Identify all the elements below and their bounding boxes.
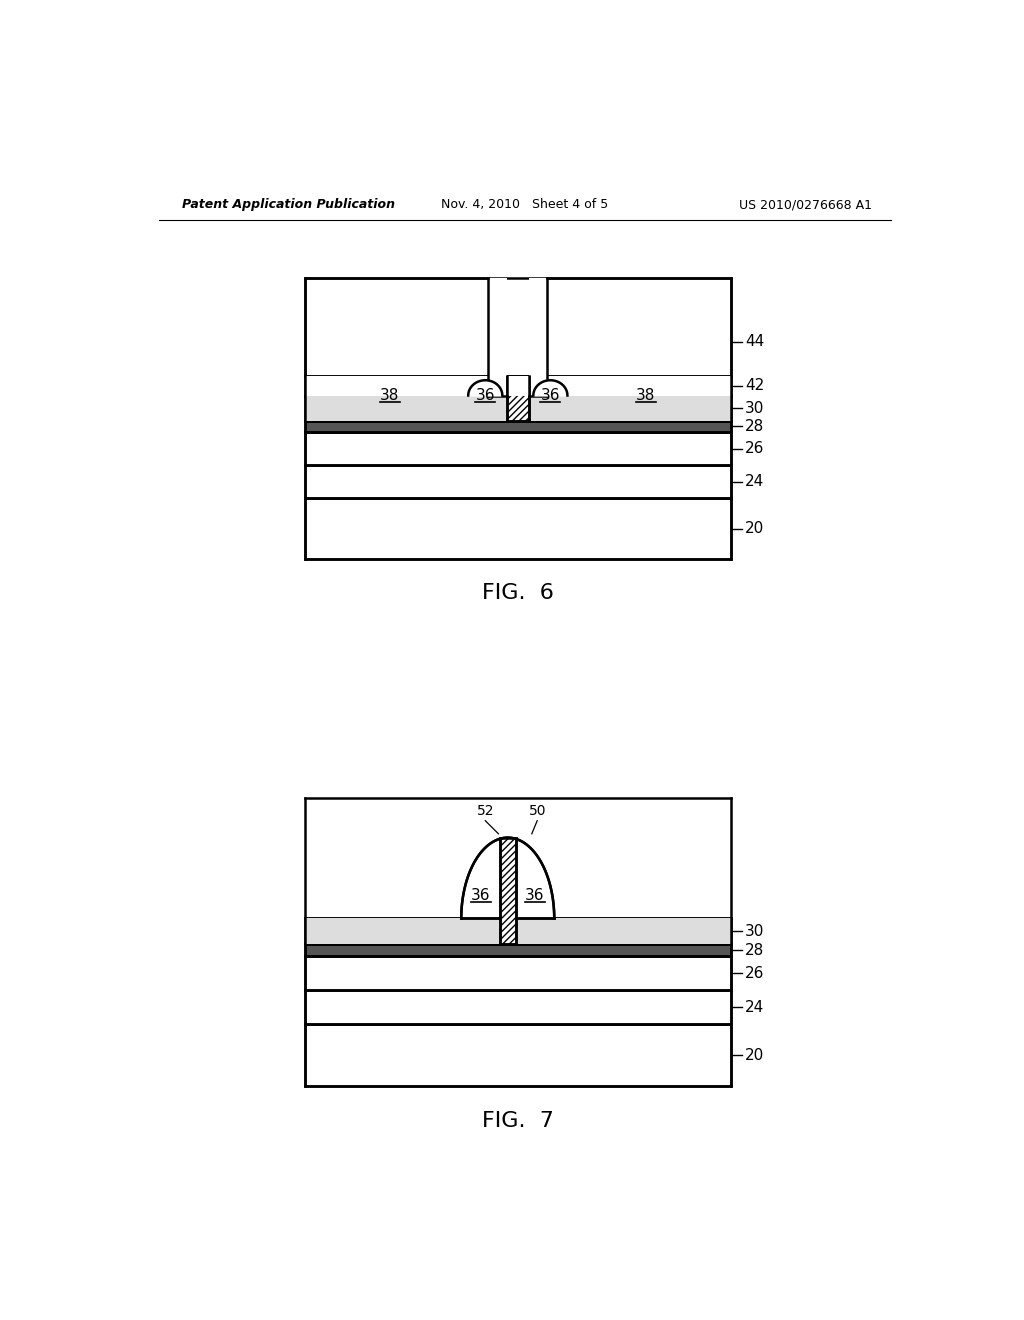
Text: FIG.  7: FIG. 7 — [482, 1111, 554, 1131]
Bar — [528, 396, 731, 421]
Bar — [305, 421, 731, 432]
Bar — [305, 465, 731, 499]
Polygon shape — [461, 838, 508, 919]
Bar — [305, 396, 507, 421]
Bar — [305, 277, 731, 376]
Text: 36: 36 — [475, 388, 495, 403]
Text: 26: 26 — [744, 965, 764, 981]
Text: 24: 24 — [744, 999, 764, 1015]
Bar — [528, 277, 547, 376]
Bar — [305, 499, 731, 558]
Bar — [305, 990, 731, 1024]
Polygon shape — [468, 380, 503, 396]
Bar — [305, 945, 731, 956]
Text: FIG.  6: FIG. 6 — [482, 583, 554, 603]
Text: 28: 28 — [744, 942, 764, 958]
Bar — [305, 432, 731, 465]
Text: US 2010/0276668 A1: US 2010/0276668 A1 — [739, 198, 872, 211]
Text: 20: 20 — [744, 521, 764, 536]
Text: 20: 20 — [744, 1048, 764, 1063]
Bar — [305, 919, 731, 945]
Bar — [500, 838, 515, 945]
Text: 36: 36 — [471, 888, 490, 903]
Bar — [507, 376, 528, 421]
Text: 52: 52 — [476, 804, 494, 818]
Text: 30: 30 — [744, 924, 764, 939]
Text: 36: 36 — [525, 888, 545, 903]
Bar — [305, 1024, 731, 1086]
Bar — [488, 277, 507, 376]
Polygon shape — [461, 838, 554, 919]
Bar — [515, 919, 731, 945]
Text: 28: 28 — [744, 418, 764, 434]
Polygon shape — [508, 838, 554, 919]
Text: 44: 44 — [744, 334, 764, 350]
Bar — [528, 376, 731, 396]
Bar — [305, 376, 731, 396]
Text: 30: 30 — [744, 401, 764, 416]
Bar — [305, 919, 500, 945]
Text: 50: 50 — [528, 804, 546, 818]
Polygon shape — [534, 380, 567, 396]
Text: 42: 42 — [744, 379, 764, 393]
Text: Nov. 4, 2010   Sheet 4 of 5: Nov. 4, 2010 Sheet 4 of 5 — [441, 198, 608, 211]
Text: 24: 24 — [744, 474, 764, 490]
Bar — [305, 376, 507, 396]
Bar — [507, 376, 528, 396]
Text: 36: 36 — [541, 388, 560, 403]
Bar — [507, 396, 528, 421]
Bar — [305, 956, 731, 990]
Text: 26: 26 — [744, 441, 764, 457]
Text: Patent Application Publication: Patent Application Publication — [182, 198, 395, 211]
Bar — [305, 396, 731, 421]
Text: 38: 38 — [636, 388, 655, 403]
Text: 38: 38 — [380, 388, 399, 403]
